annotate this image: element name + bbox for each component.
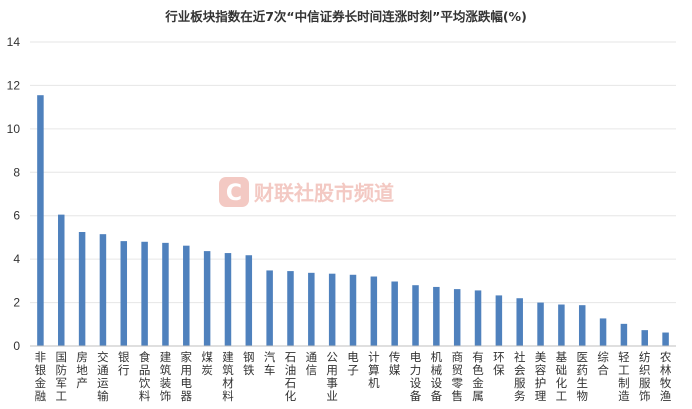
x-tick-label: 美容护理 — [535, 350, 547, 403]
x-tick-label: 建筑装饰 — [160, 350, 172, 403]
watermark: C 财联社股市频道 — [219, 177, 394, 207]
bar — [266, 270, 273, 346]
bar — [474, 290, 482, 346]
bar — [183, 245, 190, 346]
x-tick-label: 公用事业 — [326, 350, 338, 403]
x-tick-label: 房地产 — [76, 350, 88, 390]
y-tick-label: 12 — [7, 78, 21, 92]
watermark-logo — [219, 177, 249, 207]
bar — [349, 274, 357, 346]
bar — [328, 273, 336, 346]
y-tick-label: 2 — [13, 296, 20, 310]
y-axis-ticks: 0 2 4 6 8 10 12 14 — [7, 35, 21, 353]
bar — [662, 332, 669, 346]
x-tick-label: 国防军工 — [56, 350, 68, 403]
x-tick-label: 环保 — [493, 350, 505, 377]
y-tick-label: 6 — [13, 209, 20, 223]
bar — [120, 241, 128, 346]
bar — [245, 255, 253, 346]
x-tick-label: 汽车 — [264, 350, 276, 377]
x-tick-label: 基础化工 — [556, 350, 568, 403]
x-tick-label: 商贸零售 — [451, 350, 463, 403]
x-tick-label: 传媒 — [389, 350, 401, 377]
bar — [412, 285, 419, 346]
x-tick-label: 钢铁 — [243, 350, 255, 377]
y-tick-label: 0 — [13, 339, 20, 353]
x-tick-label: 建筑材料 — [222, 350, 234, 403]
bar — [58, 214, 65, 346]
bar — [578, 305, 586, 346]
bar — [558, 304, 565, 346]
x-tick-label: 纺织服饰 — [639, 350, 651, 403]
x-tick-label: 非银金融 — [35, 350, 47, 403]
x-tick-label: 食品饮料 — [139, 350, 151, 403]
watermark-text: 财联社股市频道 — [254, 181, 394, 205]
bar — [287, 271, 294, 346]
bar — [162, 242, 169, 346]
bar — [370, 276, 378, 346]
x-tick-label: 综合 — [597, 350, 609, 377]
bar — [391, 281, 398, 346]
bar — [141, 241, 148, 346]
x-tick-label: 电子 — [347, 350, 359, 377]
y-tick-label: 10 — [7, 122, 21, 136]
bar — [308, 272, 315, 346]
bar — [433, 286, 440, 346]
gridlines — [30, 41, 676, 304]
bar — [99, 234, 107, 346]
bar — [516, 298, 523, 346]
bar — [599, 318, 607, 346]
x-tick-label: 机械设备 — [431, 350, 443, 403]
x-tick-label: 石油石化 — [285, 350, 297, 403]
x-tick-label: 交通运输 — [97, 350, 109, 403]
x-tick-label: 煤炭 — [201, 350, 213, 377]
bar — [37, 95, 44, 346]
x-tick-label: 计算机 — [368, 350, 380, 390]
bar — [620, 323, 628, 346]
bar — [537, 302, 544, 346]
bar — [453, 289, 461, 346]
x-tick-label: 医药生物 — [576, 350, 588, 403]
x-tick-label: 社会服务 — [514, 350, 526, 403]
y-tick-label: 4 — [13, 252, 20, 266]
x-tick-label: 银行 — [118, 350, 130, 377]
x-tick-label: 家用电器 — [181, 350, 193, 403]
watermark-logo-glyph: C — [226, 181, 242, 206]
x-tick-label: 农林牧渔 — [660, 350, 672, 403]
x-tick-label: 有色金属 — [472, 350, 484, 403]
chart-title: 行业板块指数在近7次“中信证券长时间连涨时刻”平均涨跌幅(%) — [164, 9, 527, 24]
y-tick-label: 8 — [13, 165, 20, 179]
bars — [37, 95, 669, 346]
x-tick-label: 轻工制造 — [618, 350, 630, 403]
y-tick-label: 14 — [7, 35, 21, 49]
bar — [203, 251, 211, 346]
bar — [495, 295, 503, 346]
x-axis-labels: 非银金融国防军工房地产交通运输银行食品饮料建筑装饰家用电器煤炭建筑材料钢铁汽车石… — [35, 350, 672, 403]
x-tick-label: 通信 — [306, 350, 318, 377]
bar — [78, 232, 86, 346]
x-tick-label: 电力设备 — [410, 350, 422, 403]
bar — [641, 330, 648, 346]
bar — [224, 253, 232, 346]
